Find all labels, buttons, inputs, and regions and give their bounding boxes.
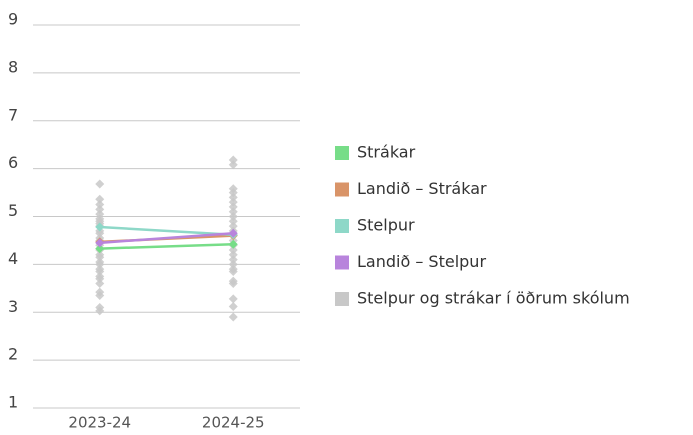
scatter-point bbox=[95, 287, 105, 297]
scatter-point bbox=[95, 257, 105, 267]
scatter-point bbox=[95, 214, 105, 224]
scatter-point bbox=[95, 264, 105, 274]
line-marker bbox=[95, 244, 105, 254]
scatter-point bbox=[228, 197, 238, 207]
y-tick-label: 2 bbox=[8, 345, 18, 364]
legend-label: Landið – Stelpur bbox=[357, 252, 486, 271]
scatter-point bbox=[95, 194, 105, 204]
scatter-point bbox=[228, 192, 238, 202]
scatter-point bbox=[228, 294, 238, 304]
scatter-point bbox=[95, 204, 105, 214]
scatter-point bbox=[228, 245, 238, 255]
y-tick-label: 3 bbox=[8, 297, 18, 316]
x-tick-label: 2023-24 bbox=[68, 414, 131, 432]
y-tick-label: 4 bbox=[8, 249, 18, 268]
y-tick-label: 5 bbox=[8, 201, 18, 220]
line-marker bbox=[95, 222, 105, 232]
scatter-point bbox=[95, 250, 105, 260]
scatter-point bbox=[228, 259, 238, 269]
line-marker bbox=[95, 238, 105, 248]
scatter-point bbox=[228, 202, 238, 212]
y-tick-label: 7 bbox=[8, 105, 18, 124]
scatter-point bbox=[95, 200, 105, 210]
legend-label: Strákar bbox=[357, 143, 416, 162]
scatter-point bbox=[228, 221, 238, 231]
scatter-point bbox=[95, 209, 105, 219]
y-tick-label: 6 bbox=[8, 153, 18, 172]
scatter-point bbox=[228, 250, 238, 260]
scatter-point bbox=[228, 255, 238, 265]
line-marker bbox=[228, 228, 238, 238]
scatter-point bbox=[95, 271, 105, 281]
legend-swatch bbox=[335, 182, 349, 197]
scatter-point bbox=[95, 179, 105, 189]
legend-swatch bbox=[335, 219, 349, 233]
scatter-point bbox=[228, 155, 238, 165]
legend-swatch bbox=[335, 255, 349, 270]
series-line bbox=[99, 243, 234, 250]
scatter-point bbox=[95, 302, 105, 312]
scatter-point bbox=[228, 264, 238, 274]
y-tick-label: 9 bbox=[8, 10, 18, 29]
scatter-point bbox=[228, 160, 238, 170]
legend-label: Stelpur bbox=[357, 216, 415, 235]
legend-swatch bbox=[335, 146, 349, 160]
scatter-point bbox=[228, 184, 238, 194]
scatter-point bbox=[228, 276, 238, 286]
scatter-point bbox=[228, 207, 238, 217]
line-marker bbox=[228, 239, 238, 249]
scatter-point bbox=[228, 216, 238, 226]
scatter-point bbox=[228, 312, 238, 322]
y-tick-label: 8 bbox=[8, 57, 18, 76]
series-line bbox=[99, 225, 234, 236]
legend-label: Stelpur og strákar í öðrum skólum bbox=[357, 289, 630, 308]
legend-label: Landið – Strákar bbox=[357, 179, 487, 198]
y-tick-label: 1 bbox=[8, 393, 18, 412]
scatter-point bbox=[228, 212, 238, 221]
x-tick-label: 2024-25 bbox=[202, 414, 265, 432]
scatter-point bbox=[228, 302, 238, 312]
scatter-point bbox=[95, 279, 105, 289]
legend-swatch bbox=[335, 292, 349, 306]
series-line bbox=[99, 232, 234, 245]
